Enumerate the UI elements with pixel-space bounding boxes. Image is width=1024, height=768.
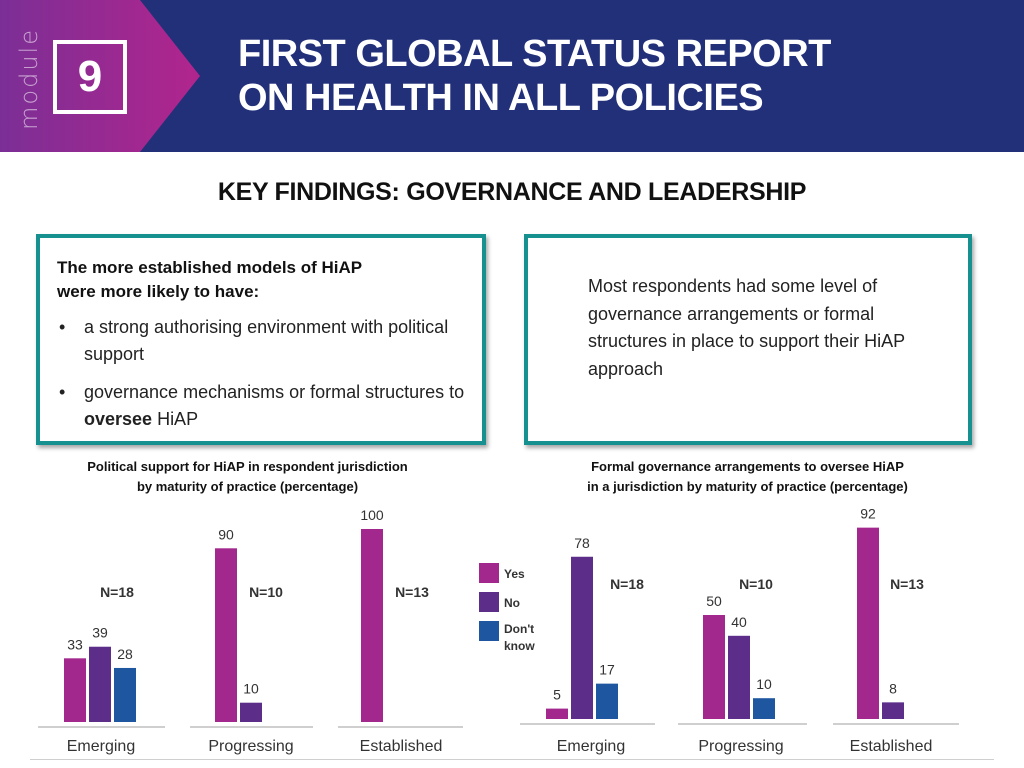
chart2-value-label-emerging-yes: 5	[553, 687, 561, 703]
chart1-bar-emerging-dont_know	[114, 667, 136, 722]
chart1-bar-established-yes	[361, 529, 383, 722]
bullet-2-emphasis: oversee	[84, 409, 153, 429]
legend-swatch-dont_know	[479, 621, 499, 641]
findings-box-left: The more established models of HiAP were…	[36, 234, 486, 445]
chart2-sample-size-emerging: N=18	[610, 576, 644, 592]
chart2-bar-emerging-no	[571, 556, 593, 719]
findings-box-right: Most respondents had some level of gover…	[524, 234, 972, 445]
chart2-bar-emerging-yes	[546, 708, 568, 719]
chart1-bar-progressing-yes	[215, 548, 237, 722]
chart1-value-label-emerging-dont_know: 28	[117, 646, 133, 662]
chart2-title: Formal governance arrangements to overse…	[530, 457, 965, 497]
report-title: FIRST GLOBAL STATUS REPORT ON HEALTH IN …	[238, 32, 831, 120]
chart2-category-label-emerging: Emerging	[557, 738, 625, 755]
chart2-value-label-progressing-dont_know: 10	[756, 676, 772, 692]
chart1-value-label-emerging-no: 39	[92, 625, 108, 641]
findings-heading: The more established models of HiAP were…	[57, 256, 457, 304]
header-banner: module 9 FIRST GLOBAL STATUS REPORT ON H…	[0, 0, 1024, 152]
chart2-value-label-emerging-no: 78	[574, 535, 590, 551]
chart2-bar-progressing-no	[728, 635, 750, 719]
findings-bullet-2: governance mechanisms or formal structur…	[57, 379, 477, 433]
chart2-category-label-progressing: Progressing	[698, 738, 783, 755]
chart2-title-line1: Formal governance arrangements to overse…	[591, 459, 904, 474]
module-panel	[0, 0, 200, 152]
findings-heading-line2: were more likely to have:	[57, 282, 260, 301]
report-title-line1: FIRST GLOBAL STATUS REPORT	[238, 33, 831, 75]
chart1-sample-size-emerging: N=18	[100, 584, 134, 600]
chart1-value-label-progressing-no: 10	[243, 681, 259, 697]
bullet-2-text-end: HiAP	[152, 409, 199, 429]
legend-label-dont_know-line2: know	[504, 639, 535, 653]
report-title-line2: ON HEALTH IN ALL POLICIES	[238, 77, 764, 119]
chart2-bar-established-no	[882, 702, 904, 719]
chart1-category-label-emerging: Emerging	[67, 738, 135, 755]
chart2-category-label-established: Established	[850, 738, 933, 755]
legend-swatch-no	[479, 592, 499, 612]
chart2-bar-established-yes	[857, 527, 879, 719]
section-title: KEY FINDINGS: GOVERNANCE AND LEADERSHIP	[217, 178, 807, 206]
findings-list: a strong authorising environment with po…	[57, 314, 477, 444]
legend-label-no: No	[504, 596, 520, 610]
chart2-value-label-progressing-yes: 50	[706, 593, 722, 609]
chart1-bar-emerging-no	[89, 646, 111, 722]
chart1-sample-size-established: N=13	[395, 584, 429, 600]
chart2-value-label-emerging-dont_know: 17	[599, 662, 615, 678]
chart1-value-label-established-yes: 100	[360, 507, 384, 523]
chart1-category-label-established: Established	[360, 738, 443, 755]
chart1-value-label-progressing-yes: 90	[218, 526, 234, 542]
legend-label-yes: Yes	[504, 567, 525, 581]
chart1-title-line1: Political support for HiAP in respondent…	[87, 459, 408, 474]
chart2-value-label-progressing-no: 40	[731, 614, 747, 630]
chart1-bar-emerging-yes	[64, 658, 86, 722]
findings-bullet-1: a strong authorising environment with po…	[57, 314, 477, 368]
chart1-bar-progressing-no	[240, 702, 262, 722]
chart1-title-line2: by maturity of practice (percentage)	[136, 479, 359, 494]
chart1-title: Political support for HiAP in respondent…	[40, 457, 455, 497]
chart2-title-line2: in a jurisdiction by maturity of practic…	[587, 479, 908, 494]
chart1-category-label-progressing: Progressing	[208, 738, 293, 755]
chart2-value-label-established-no: 8	[889, 680, 897, 696]
chart1-sample-size-progressing: N=10	[249, 584, 283, 600]
chart2-bar-progressing-dont_know	[753, 698, 775, 719]
chart1-value-label-emerging-yes: 33	[67, 636, 83, 652]
module-number: 9	[53, 40, 127, 114]
bullet-1-text: a strong authorising environment with po…	[84, 317, 449, 364]
chart2-sample-size-progressing: N=10	[739, 576, 773, 592]
findings-heading-line1: The more established models of HiAP	[57, 258, 363, 277]
legend-swatch-yes	[479, 563, 499, 583]
chart2-bar-emerging-dont_know	[596, 683, 618, 719]
footer-divider	[30, 759, 994, 760]
findings-summary: Most respondents had some level of gover…	[588, 276, 905, 379]
chart2-bar-progressing-yes	[703, 615, 725, 719]
legend-label-dont_know-line1: Don't	[504, 622, 534, 636]
chart2-sample-size-established: N=13	[890, 576, 924, 592]
bullet-2-text-start: governance mechanisms or formal structur…	[84, 382, 465, 402]
chart2-value-label-established-yes: 92	[860, 506, 876, 522]
